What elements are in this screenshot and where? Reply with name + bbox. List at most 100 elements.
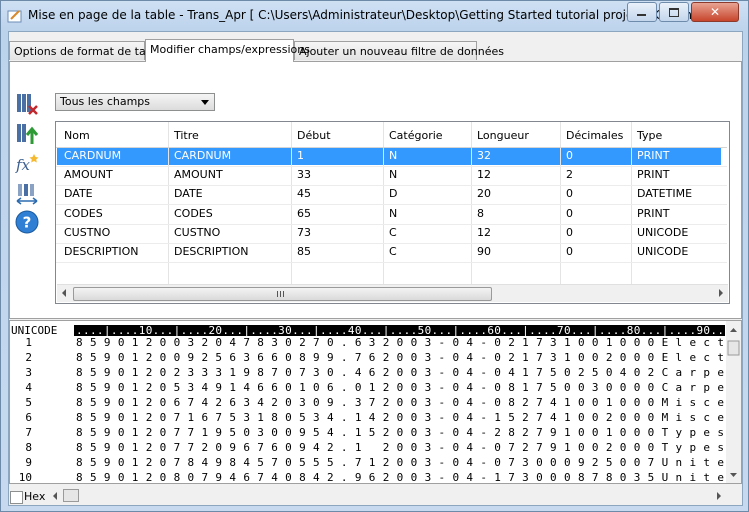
table-cell: 45 bbox=[297, 187, 311, 201]
table-cell: PRINT bbox=[637, 206, 670, 220]
column-header: Type bbox=[637, 129, 663, 142]
table-cell: 33 bbox=[297, 168, 311, 182]
column-header: Longueur bbox=[477, 129, 529, 142]
add-field-icon[interactable] bbox=[15, 122, 39, 146]
table-cell: CARDNUM bbox=[174, 149, 232, 162]
preview-canvas: UNICODE ....|....10...|....20...|....30..… bbox=[11, 321, 741, 484]
table-cell: CUSTNO bbox=[174, 225, 221, 239]
table-cell: 85 bbox=[297, 245, 311, 258]
table-cell: 1 bbox=[297, 149, 304, 162]
record-line: 8590120674263420309.372003-04-0827410010… bbox=[76, 396, 724, 409]
preview-hscrollbar[interactable] bbox=[49, 488, 739, 503]
row-number: 5 bbox=[25, 396, 32, 409]
table-cell: N bbox=[389, 149, 398, 162]
table-cell: 65 bbox=[297, 206, 311, 220]
header-separator bbox=[56, 147, 727, 148]
table-cell: N bbox=[389, 206, 398, 220]
client-area: Options de format de table Modifier cham… bbox=[8, 31, 743, 506]
row-line bbox=[56, 185, 727, 187]
table-cell: DATE bbox=[64, 187, 93, 201]
record-line: 8590120772096760942.1 2003-04-0727910020… bbox=[76, 441, 724, 454]
row-number: 8 bbox=[25, 441, 32, 454]
record-line: 8590120784984570555.712003-04-0730009250… bbox=[76, 456, 724, 469]
table-cell: AMOUNT bbox=[174, 168, 223, 182]
table-cell: C bbox=[389, 225, 397, 239]
svg-text:fx: fx bbox=[15, 156, 31, 174]
record-line: 8590120092563660899.762003-04-0217310020… bbox=[76, 351, 724, 364]
table-cell: 0 bbox=[566, 225, 573, 239]
table-cell: 20 bbox=[477, 187, 491, 201]
table-cell: DATE bbox=[174, 187, 203, 201]
table-cell: DATETIME bbox=[637, 187, 693, 201]
help-icon[interactable]: ? bbox=[15, 210, 39, 234]
field-filter-dropdown[interactable]: Tous les champs bbox=[55, 93, 215, 111]
column-separator bbox=[383, 122, 384, 284]
row-number: 6 bbox=[25, 411, 32, 424]
field-table: Nom Titre Début Catégorie Longueur Décimales T… bbox=[55, 121, 730, 304]
row-number: 10 bbox=[19, 471, 32, 483]
table-cell: UNICODE bbox=[637, 245, 689, 258]
row-number: 2 bbox=[25, 351, 32, 364]
column-separator bbox=[291, 122, 292, 284]
expression-icon[interactable]: fx bbox=[15, 152, 39, 176]
table-cell: DESCRIPTION bbox=[64, 245, 139, 258]
dropdown-value: Tous les champs bbox=[60, 95, 151, 108]
app-icon bbox=[7, 10, 22, 23]
delete-field-icon[interactable] bbox=[15, 92, 39, 116]
row-line bbox=[56, 223, 727, 225]
move-field-icon[interactable] bbox=[15, 182, 39, 206]
hex-label: Hex bbox=[24, 490, 46, 503]
table-cell: PRINT bbox=[637, 168, 670, 182]
row-line bbox=[56, 166, 727, 167]
tab-selected[interactable]: Modifier champs/expressions bbox=[145, 39, 310, 62]
column-separator bbox=[631, 122, 632, 284]
row-line bbox=[56, 204, 727, 206]
table-cell: 8 bbox=[477, 206, 484, 220]
tab[interactable]: Options de format de table bbox=[9, 41, 163, 60]
row-number: 7 bbox=[25, 426, 32, 439]
record-line: 8590120233319870730.462003-04-0417502504… bbox=[76, 366, 724, 379]
data-preview: UNICODE ....|....10...|....20...|....30..… bbox=[9, 320, 742, 484]
row-number: 1 bbox=[25, 336, 32, 349]
maximize-button[interactable] bbox=[659, 2, 689, 22]
table-cell: AMOUNT bbox=[64, 168, 113, 182]
table-cell: CUSTNO bbox=[64, 225, 111, 239]
horizontal-scrollbar[interactable] bbox=[57, 284, 728, 302]
table-cell: 32 bbox=[477, 149, 491, 162]
table-cell: DESCRIPTION bbox=[174, 245, 249, 258]
table-cell: 12 bbox=[477, 225, 491, 239]
table-cell: 90 bbox=[477, 245, 491, 258]
column-header: Titre bbox=[174, 129, 199, 142]
row-number: 9 bbox=[25, 456, 32, 469]
table-cell: 73 bbox=[297, 225, 311, 239]
column-header: Début bbox=[297, 129, 331, 142]
column-separator bbox=[168, 122, 169, 284]
table-cell: CODES bbox=[174, 206, 213, 220]
column-separator bbox=[471, 122, 472, 284]
table-cell: N bbox=[389, 168, 398, 182]
table-cell: PRINT bbox=[637, 149, 670, 162]
column-header: Décimales bbox=[566, 129, 624, 142]
row-line bbox=[56, 242, 727, 244]
close-button[interactable]: ✕ bbox=[691, 2, 739, 22]
row-number: 3 bbox=[25, 366, 32, 379]
tab[interactable]: Ajouter un nouveau filtre de données bbox=[294, 41, 504, 60]
table-cell: 0 bbox=[566, 149, 573, 162]
record-line: 8590120771950300954.152003-04-2827910010… bbox=[76, 426, 724, 439]
record-line: 8590120032047830270.632003-04-0217310010… bbox=[76, 336, 724, 349]
table-cell: 0 bbox=[566, 245, 573, 258]
record-line: 8590120534914660106.012003-04-0817500300… bbox=[76, 381, 724, 394]
svg-text:?: ? bbox=[23, 214, 32, 232]
minimize-button[interactable] bbox=[627, 2, 657, 22]
selected-row bbox=[57, 148, 721, 165]
table-cell: D bbox=[389, 187, 398, 201]
row-number: 4 bbox=[25, 381, 32, 394]
row-line bbox=[56, 262, 727, 263]
table-cell: C bbox=[389, 245, 397, 258]
hex-checkbox[interactable] bbox=[10, 491, 23, 504]
encoding-label: UNICODE bbox=[11, 324, 57, 337]
table-cell: 2 bbox=[566, 168, 573, 182]
table-cell: UNICODE bbox=[637, 225, 689, 239]
column-separator bbox=[560, 122, 561, 284]
